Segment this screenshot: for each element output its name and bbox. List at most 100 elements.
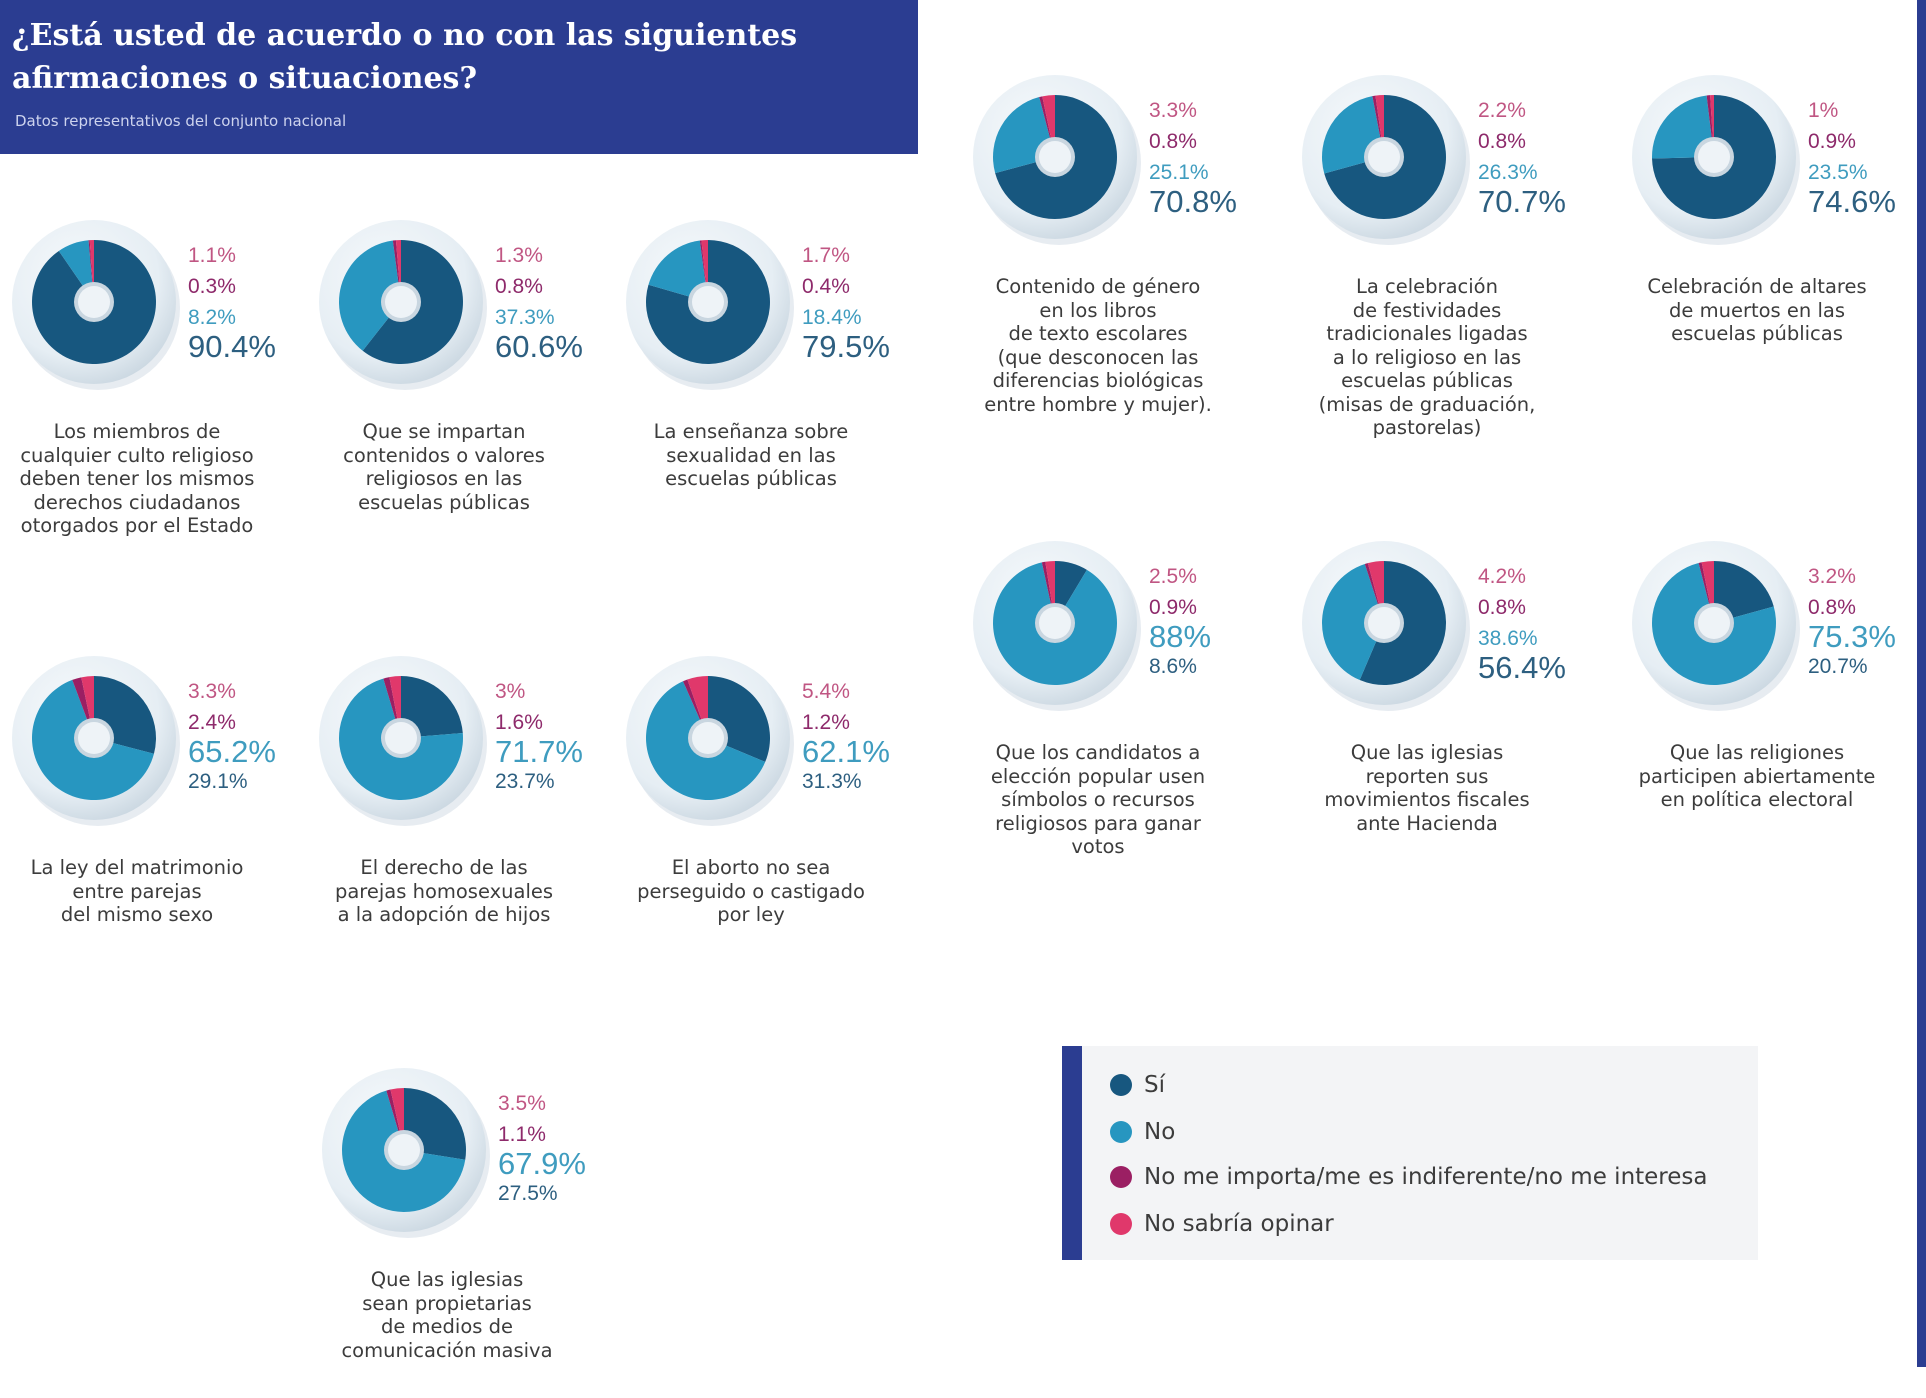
- legend: Sí No No me importa/me es indiferente/no m…: [1062, 1046, 1758, 1260]
- data-label-indiferente: 2.4%: [188, 711, 236, 734]
- legend-item-si: Sí: [1110, 1070, 1165, 1100]
- data-label-indiferente: 0.9%: [1808, 130, 1856, 153]
- data-label-si: 23.7%: [495, 770, 555, 793]
- data-label-no: 65.2%: [188, 734, 276, 769]
- legend-item-indiferente: No me importa/me es indiferente/no me in…: [1110, 1162, 1708, 1192]
- legend-label-indiferente: No me importa/me es indiferente/no me in…: [1144, 1164, 1708, 1190]
- data-label-no: 23.5%: [1808, 161, 1868, 184]
- data-label-no: 25.1%: [1149, 161, 1209, 184]
- data-label-si: 79.5%: [802, 329, 890, 364]
- data-label-indiferente: 0.3%: [188, 275, 236, 298]
- donut-svg: [626, 656, 794, 826]
- data-label-si: 29.1%: [188, 770, 248, 793]
- data-label-si: 90.4%: [188, 329, 276, 364]
- donut-svg: [1632, 541, 1800, 711]
- donut-chart-9: 5.4% 1.2% 62.1% 31.3% El aborto no sea perse…: [626, 656, 926, 986]
- donut-hole: [1039, 141, 1071, 173]
- donut-svg: [1632, 75, 1800, 245]
- legend-accent-bar: [1062, 1046, 1082, 1260]
- data-label-no-sabria: 3.2%: [1808, 565, 1856, 588]
- data-label-no: 8.2%: [188, 306, 236, 329]
- slice-si: [1714, 561, 1774, 623]
- donut-hole: [78, 286, 110, 318]
- legend-dot-no: [1110, 1121, 1132, 1143]
- page-subtitle: Datos representativos del conjunto nacio…: [15, 112, 347, 130]
- slice-no: [648, 240, 708, 302]
- donut-svg: [12, 656, 180, 826]
- data-label-indiferente: 0.8%: [1808, 596, 1856, 619]
- donut-chart-7: 3.3% 2.4% 65.2% 29.1% La ley del matrimonio …: [12, 656, 312, 986]
- data-label-indiferente: 1.6%: [495, 711, 543, 734]
- data-label-no-sabria: 5.4%: [802, 680, 850, 703]
- donut-svg: [973, 541, 1141, 711]
- donut-svg: [319, 656, 487, 826]
- donut-svg: [12, 220, 180, 390]
- page-title: ¿Está usted de acuerdo o no con las sigu…: [12, 18, 798, 96]
- donut-svg: [626, 220, 794, 390]
- header-banner: ¿Está usted de acuerdo o no con las sigu…: [0, 0, 918, 154]
- data-label-indiferente: 0.8%: [1478, 596, 1526, 619]
- donut-svg: [322, 1068, 490, 1238]
- data-label-indiferente: 0.4%: [802, 275, 850, 298]
- donut-chart-4: 3.3% 0.8% 25.1% 70.8% Contenido de género en…: [973, 75, 1273, 416]
- legend-label-no-sabria: No sabría opinar: [1144, 1211, 1334, 1237]
- data-label-no: 75.3%: [1808, 619, 1896, 654]
- chart-caption: La celebración de festividades tradicion…: [1318, 275, 1536, 439]
- data-label-no: 88%: [1149, 619, 1212, 654]
- donut-svg: [973, 75, 1141, 245]
- donut-hole: [1039, 607, 1071, 639]
- slice-no: [1321, 564, 1384, 681]
- data-label-no: 38.6%: [1478, 627, 1538, 650]
- donut-hole: [1698, 141, 1730, 173]
- legend-label-no: No: [1144, 1119, 1176, 1145]
- donut-chart-3: 1.7% 0.4% 18.4% 79.5% La enseñanza sobre sex…: [626, 220, 926, 550]
- chart-caption: Que los candidatos a elección popular us…: [990, 741, 1206, 858]
- slice-no: [1652, 95, 1714, 159]
- data-label-no-sabria: 1%: [1808, 99, 1839, 122]
- donut-chart-2: 1.3% 0.8% 37.3% 60.6% Que se impartan conten…: [319, 220, 619, 550]
- data-label-no: 67.9%: [498, 1146, 586, 1181]
- chart-caption: La enseñanza sobre sexualidad en las esc…: [653, 420, 849, 490]
- data-label-no: 26.3%: [1478, 161, 1538, 184]
- data-label-indiferente: 0.8%: [1478, 130, 1526, 153]
- donut-chart-5: 2.2% 0.8% 26.3% 70.7% La celebración de fest…: [1302, 75, 1602, 439]
- data-label-indiferente: 0.8%: [1149, 130, 1197, 153]
- legend-dot-indiferente: [1110, 1166, 1132, 1188]
- data-label-si: 31.3%: [802, 770, 862, 793]
- data-label-indiferente: 1.2%: [802, 711, 850, 734]
- legend-dot-no-sabria: [1110, 1213, 1132, 1235]
- data-label-si: 70.8%: [1149, 184, 1237, 219]
- right-accent-bar: [1917, 0, 1926, 1367]
- data-label-si: 70.7%: [1478, 184, 1566, 219]
- data-label-si: 60.6%: [495, 329, 583, 364]
- donut-hole: [692, 286, 724, 318]
- data-label-no-sabria: 3.3%: [1149, 99, 1197, 122]
- data-label-no-sabria: 3.3%: [188, 680, 236, 703]
- donut-chart-10: 2.5% 0.9% 88% 8.6% Que los candidatos a elec…: [973, 541, 1273, 871]
- donut-chart-6: 1% 0.9% 23.5% 74.6% Celebración de altares d…: [1632, 75, 1926, 405]
- legend-dot-si: [1110, 1074, 1132, 1096]
- data-label-indiferente: 0.9%: [1149, 596, 1197, 619]
- chart-caption: Los miembros de cualquier culto religios…: [19, 420, 255, 537]
- donut-svg: [1302, 541, 1470, 711]
- data-label-no: 18.4%: [802, 306, 862, 329]
- donut-hole: [78, 722, 110, 754]
- data-label-no-sabria: 3.5%: [498, 1092, 546, 1115]
- data-label-si: 20.7%: [1808, 655, 1868, 678]
- chart-caption: Contenido de género en los libros de tex…: [984, 275, 1212, 416]
- chart-caption: Que las religiones participen abiertamen…: [1638, 741, 1876, 811]
- donut-hole: [1698, 607, 1730, 639]
- data-label-no-sabria: 2.2%: [1478, 99, 1526, 122]
- chart-caption: Celebración de altares de muertos en las…: [1647, 275, 1867, 345]
- data-label-si: 27.5%: [498, 1182, 558, 1205]
- data-label-si: 8.6%: [1149, 655, 1197, 678]
- donut-hole: [1368, 141, 1400, 173]
- donut-hole: [1368, 607, 1400, 639]
- data-label-no-sabria: 1.1%: [188, 244, 236, 267]
- slice-no: [338, 240, 401, 351]
- data-label-indiferente: 0.8%: [495, 275, 543, 298]
- data-label-no-sabria: 1.3%: [495, 244, 543, 267]
- data-label-si: 74.6%: [1808, 184, 1896, 219]
- data-label-no-sabria: 1.7%: [802, 244, 850, 267]
- data-label-no-sabria: 2.5%: [1149, 565, 1197, 588]
